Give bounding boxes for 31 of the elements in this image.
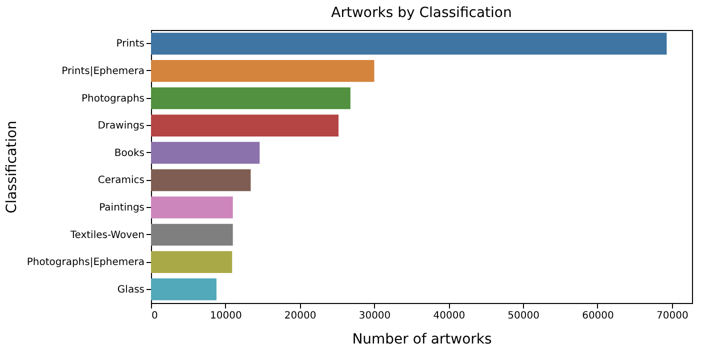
bar (151, 278, 216, 300)
y-tick-label: Photographs (81, 93, 144, 104)
bar (151, 196, 233, 218)
x-tick-label: 0 (152, 310, 158, 322)
x-tick-label: 70000 (656, 310, 688, 322)
y-tick-label: Ceramics (98, 175, 144, 186)
x-tick-label: 40000 (433, 310, 466, 322)
x-tick-label: 60000 (582, 310, 614, 322)
bar (151, 142, 260, 164)
x-tick-label: 50000 (508, 310, 540, 322)
y-tick-label: Drawings (98, 120, 144, 132)
x-axis-title: Number of artworks (352, 332, 492, 348)
x-tick-label: 30000 (358, 310, 391, 322)
y-tick-label: Glass (117, 284, 144, 296)
y-tick-label: Books (114, 148, 144, 159)
y-tick-label: Prints|Ephemera (62, 66, 144, 77)
y-tick-label: Photographs|Ephemera (26, 257, 144, 268)
bar (151, 87, 350, 110)
x-tick-label: 20000 (284, 310, 316, 322)
y-tick-label: Textiles-Woven (69, 230, 144, 241)
chart-title: Artworks by Classification (331, 5, 512, 21)
x-tick-label: 10000 (210, 310, 242, 322)
y-tick-label: Prints (116, 38, 144, 50)
y-axis-title: Classification (4, 120, 20, 214)
bar (151, 224, 233, 246)
y-tick-label: Paintings (99, 202, 144, 214)
bar (151, 169, 251, 192)
bar (151, 60, 374, 82)
bar (151, 114, 339, 136)
bar (151, 251, 232, 273)
bar (151, 32, 667, 55)
